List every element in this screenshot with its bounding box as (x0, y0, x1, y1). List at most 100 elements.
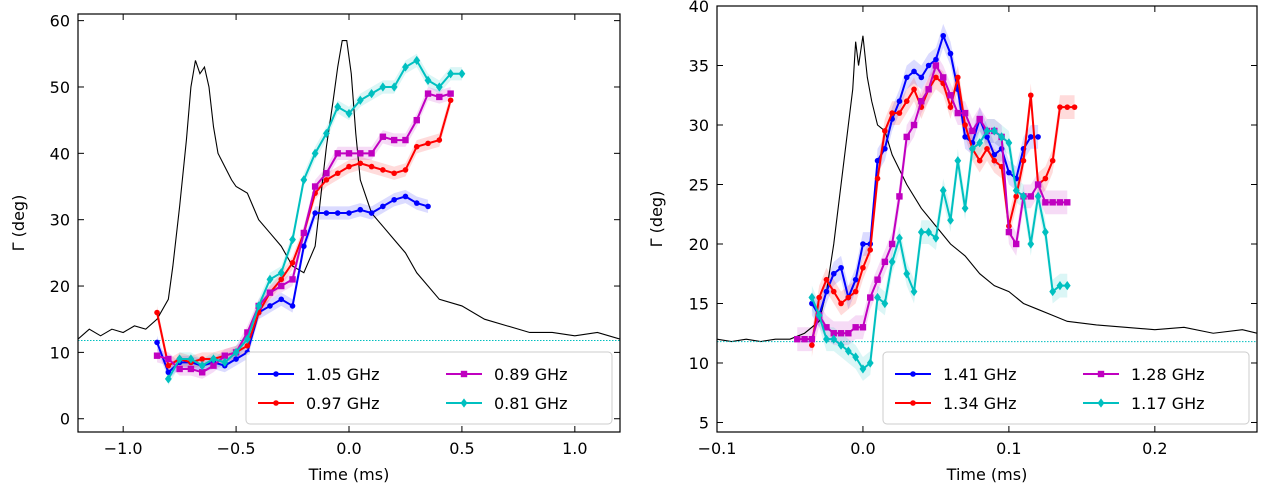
legend-label: 1.17 GHz (1131, 394, 1205, 413)
x-tick-label: 0.0 (336, 439, 361, 458)
data-point (918, 74, 925, 81)
data-point (289, 276, 296, 283)
legend-label: 0.97 GHz (306, 394, 380, 413)
data-point (860, 264, 866, 271)
data-point (176, 365, 183, 373)
data-point (954, 156, 962, 166)
data-point (154, 309, 160, 316)
data-point (903, 133, 910, 141)
series-2 (153, 90, 454, 376)
data-point (402, 62, 409, 72)
data-point (933, 56, 939, 63)
data-point (991, 157, 998, 164)
data-point (176, 354, 184, 364)
data-point (918, 97, 925, 105)
data-point (435, 82, 443, 92)
data-point (1034, 181, 1042, 188)
data-point (390, 82, 398, 92)
data-point (954, 109, 962, 117)
data-point (837, 340, 845, 350)
y-tick-label: 0 (60, 410, 70, 429)
data-point (277, 268, 285, 278)
right-panel: −0.1 0.0 0.1 0.2 5 10 15 20 25 30 35 40 Time (ms) Γ (… (647, 0, 1258, 484)
data-point (808, 292, 816, 303)
y-tick-label: 40 (50, 144, 70, 163)
legend-label: 1.41 GHz (943, 365, 1017, 384)
data-point (925, 227, 933, 237)
data-point (925, 86, 932, 93)
data-point (1013, 193, 1019, 200)
data-point (345, 150, 353, 157)
data-point (368, 150, 375, 157)
data-point (911, 68, 917, 75)
data-point (933, 74, 939, 81)
data-point (323, 177, 330, 183)
data-point (823, 276, 830, 283)
data-point (809, 342, 815, 348)
data-point (1035, 134, 1041, 140)
data-point (278, 276, 285, 283)
legend-swatch-marker (460, 370, 468, 378)
data-point (1020, 157, 1027, 164)
x-tick-label: 0.1 (996, 439, 1021, 458)
data-point (153, 352, 161, 359)
data-point (917, 227, 925, 237)
data-point (232, 347, 240, 357)
data-point (984, 134, 990, 140)
x-tick-label: 1.0 (562, 439, 587, 458)
data-point (300, 229, 308, 237)
data-point (903, 269, 911, 279)
legend-swatch-marker (910, 400, 916, 406)
data-point (413, 116, 420, 124)
data-point (882, 128, 888, 134)
legend-swatch-marker (460, 398, 468, 408)
series-3 (164, 55, 466, 384)
plot-area (717, 23, 1257, 381)
legend-item: 0.89 GHz (446, 365, 568, 384)
data-point (939, 185, 947, 196)
legend-swatch-marker (1097, 398, 1105, 408)
data-point (210, 354, 217, 364)
x-tick-label: 0.2 (1142, 439, 1167, 458)
data-point (990, 126, 998, 136)
series-2 (794, 62, 1071, 343)
data-point (1056, 199, 1064, 206)
uncertainty-band (797, 53, 1068, 352)
legend: 1.41 GHz 1.34 GHz 1.28 GHz 1.17 GHz (882, 351, 1250, 425)
data-point (838, 264, 844, 271)
data-point (947, 50, 954, 57)
data-point (266, 274, 274, 284)
data-point (940, 32, 947, 39)
data-point (1064, 199, 1071, 206)
axes-frame (716, 5, 1258, 433)
data-point (823, 334, 830, 344)
data-point (323, 128, 330, 139)
x-tick-label: 0.5 (449, 439, 474, 458)
y-tick-label: 35 (689, 56, 709, 75)
data-point (379, 82, 387, 92)
data-point (1064, 104, 1071, 110)
data-point (859, 364, 867, 374)
data-point (976, 115, 983, 123)
data-point (334, 170, 341, 177)
data-point (969, 127, 976, 135)
data-point (187, 354, 195, 364)
data-point (801, 335, 808, 343)
data-point (1057, 104, 1063, 110)
data-point (845, 294, 852, 301)
data-point (955, 74, 961, 81)
data-point (413, 200, 420, 206)
legend-label: 1.28 GHz (1131, 365, 1205, 384)
legend-swatch-marker (910, 371, 916, 377)
data-point (874, 157, 881, 164)
data-point (852, 288, 859, 295)
data-point (278, 282, 285, 290)
y-tick-label: 5 (699, 413, 709, 432)
data-point (311, 183, 319, 190)
data-point (356, 95, 364, 105)
data-point (815, 310, 823, 320)
data-point (991, 151, 998, 158)
data-point (940, 74, 947, 81)
data-point (881, 298, 889, 309)
y-axis-label: Γ (deg) (9, 195, 28, 252)
